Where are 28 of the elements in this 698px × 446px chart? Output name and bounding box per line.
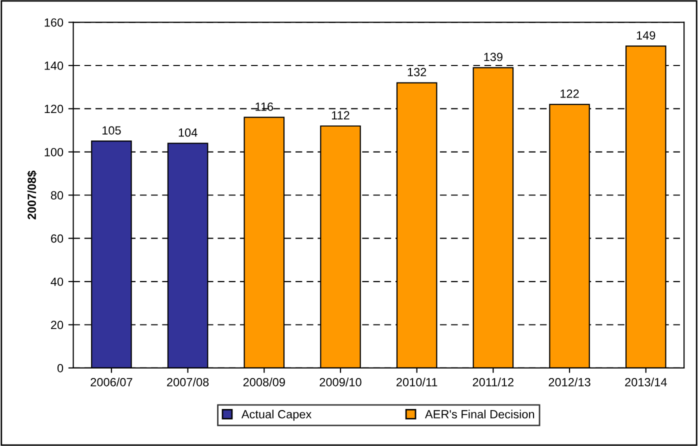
x-tick-label: 2013/14: [625, 378, 667, 386]
data-label: 132: [408, 68, 426, 76]
x-tick-label: 2011/12: [472, 378, 514, 386]
y-tick-label: 120: [44, 104, 64, 114]
y-tick-label: 80: [50, 191, 64, 200]
y-tick-label: 40: [50, 278, 64, 286]
x-tick-label: 2008/09: [243, 378, 285, 386]
x-tick-label: 2009/10: [320, 378, 362, 386]
legend-label: AER's Final Decision: [424, 410, 534, 418]
x-tick-label: 2006/07: [90, 378, 132, 386]
data-label: 122: [560, 90, 579, 98]
y-tick-label: 0: [57, 364, 64, 372]
y-tick-label: 20: [51, 320, 64, 330]
legend-label: Actual Capex: [241, 410, 312, 421]
y-tick-label: 100: [44, 148, 64, 156]
y-axis-title: 2007/08$: [27, 170, 37, 220]
data-label: 112: [332, 111, 350, 120]
y-tick-label: 160: [44, 18, 64, 27]
data-label: 104: [178, 128, 198, 137]
x-tick-label: 2007/08: [167, 378, 209, 386]
data-label: 105: [102, 126, 121, 135]
y-tick-label: 140: [44, 62, 64, 70]
y-tick-label: 60: [51, 234, 64, 243]
data-label: 116: [256, 102, 274, 111]
data-label: 149: [636, 31, 656, 40]
x-tick-label: 2012/13: [548, 378, 590, 386]
x-tick-label: 2010/11: [396, 378, 438, 386]
data-label: 139: [484, 52, 502, 62]
